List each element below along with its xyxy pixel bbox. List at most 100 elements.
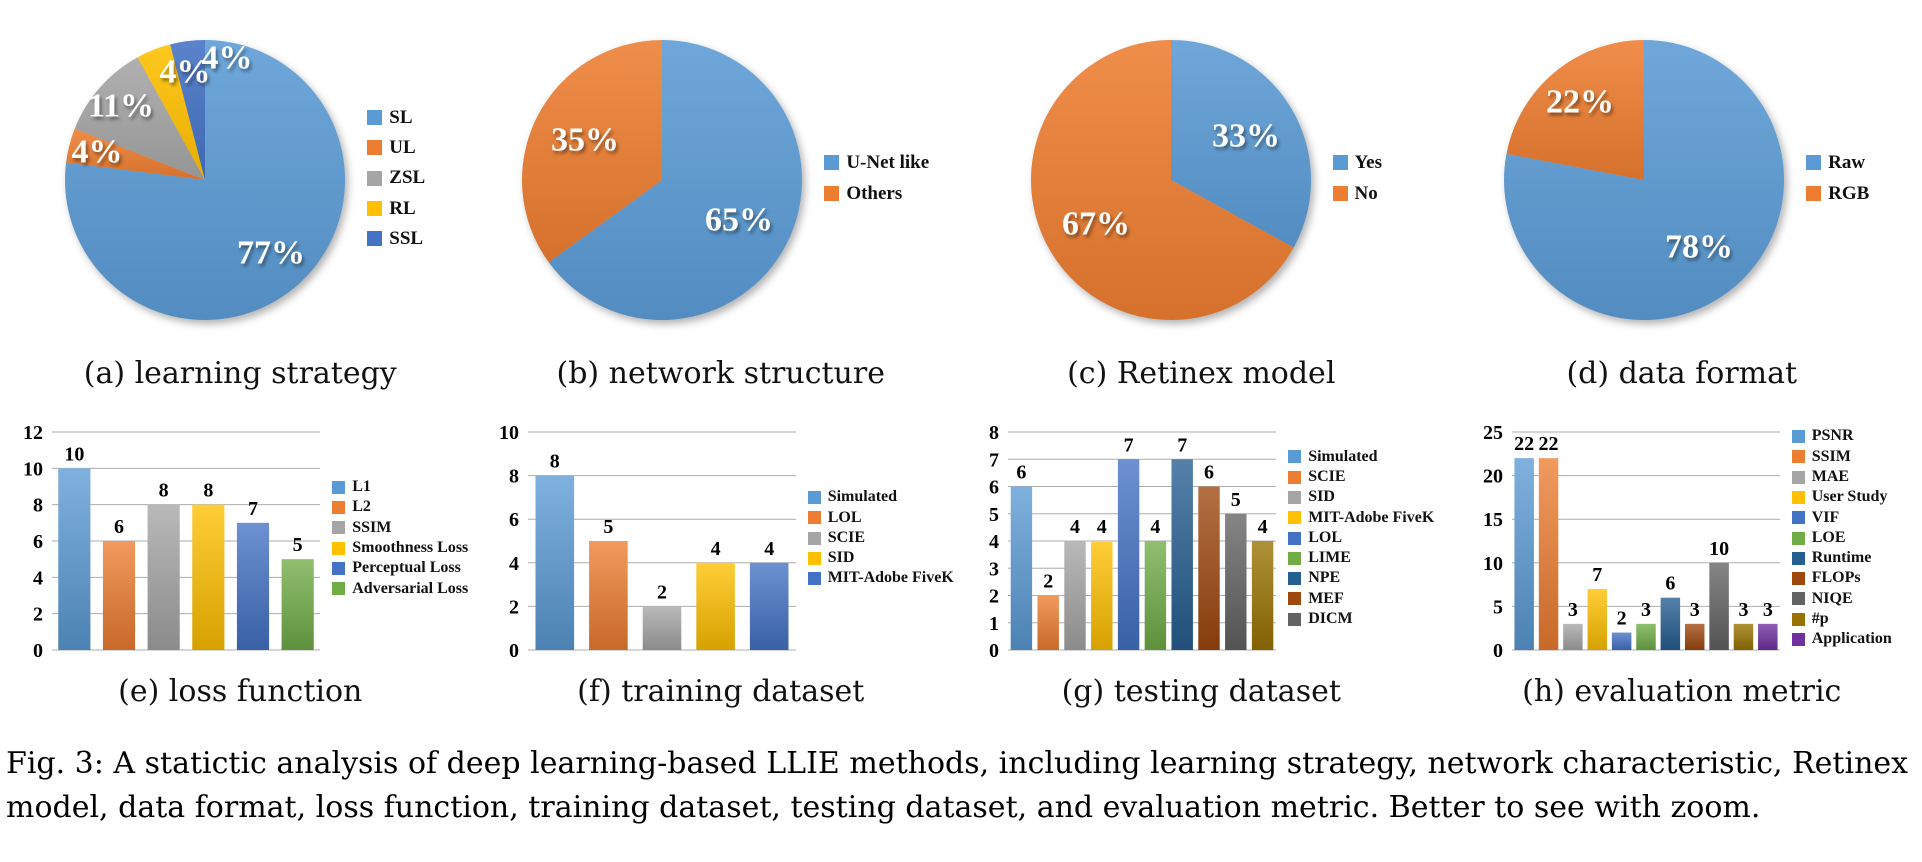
legend-item: NIQE: [1791, 590, 1892, 607]
y-tick-label: 1: [989, 613, 999, 635]
legend-item: SL: [367, 107, 425, 127]
bar: [1118, 459, 1140, 650]
legend-swatch: [1332, 185, 1348, 201]
pie-slice: [170, 40, 206, 180]
pie-slice: [75, 57, 206, 180]
panel-caption: (h) evaluation metric: [1522, 674, 1842, 709]
bar-value-label: 10: [1709, 538, 1729, 560]
legend-label: RL: [389, 197, 416, 219]
panel-network-structure: 65% 35% U-Net like Others (b) network stru…: [481, 0, 962, 400]
legend-item: Simulated: [807, 488, 954, 505]
chart-legend: Simulated LOL SCIE SID MIT-Adobe FiveK: [807, 488, 954, 587]
legend-swatch: [1288, 572, 1302, 586]
pie-chart-network-structure: 65% 35%: [522, 40, 803, 321]
y-tick-label: 5: [989, 504, 999, 526]
pie-slice: [1170, 40, 1311, 248]
legend-swatch: [807, 490, 821, 504]
bar-value-label: 3: [1641, 599, 1651, 621]
legend-swatch: [1288, 511, 1302, 525]
chart-legend: Simulated SCIE SID MIT-Adobe FiveK LOL LIME NP…: [1288, 447, 1434, 628]
legend-label: FLOPs: [1811, 569, 1861, 587]
y-tick-label: 0: [33, 640, 43, 662]
slice-percent-label: 4%: [72, 134, 123, 171]
legend-label: RGB: [1828, 182, 1870, 204]
bar-value-label: 7: [1177, 434, 1187, 456]
legend-swatch: [332, 582, 346, 596]
bar: [1538, 458, 1559, 650]
legend-label: LOL: [1308, 528, 1342, 546]
y-tick-label: 15: [1483, 509, 1503, 531]
bar-value-label: 3: [1763, 599, 1773, 621]
legend-item: SCIE: [1288, 468, 1434, 485]
y-tick-label: 5: [1493, 596, 1503, 618]
slice-percent-label: 77%: [237, 235, 305, 272]
pie-charts-row: 77% 4% 11% 4% 4% SL UL ZSL RL SSL (a) learning s…: [0, 0, 1922, 400]
bar-value-label: 2: [1616, 608, 1626, 630]
y-tick-label: 6: [989, 477, 999, 499]
legend-item: LOL: [807, 509, 954, 526]
legend-item: RL: [367, 197, 425, 219]
bar-value-label: 3: [1689, 599, 1699, 621]
bar-value-label: 7: [1124, 434, 1134, 456]
legend-item: U-Net like: [824, 153, 929, 173]
legend-label: LIME: [1308, 549, 1351, 567]
panel-evaluation-metric: 0 5 10 15 20 25 22 22 3 7 2 3 6 3 10 3 3 PSNR SSIM MAE User…: [1442, 400, 1922, 718]
bar: [1635, 623, 1656, 650]
bar-value-label: 4: [710, 538, 720, 560]
legend-swatch: [332, 541, 346, 555]
legend-swatch: [1791, 612, 1805, 626]
bar-value-label: 6: [1017, 462, 1027, 484]
y-tick-label: 2: [989, 586, 999, 608]
legend-item: #p: [1791, 610, 1892, 627]
legend-label: Smoothness Loss: [352, 539, 469, 556]
legend-item: FLOPs: [1791, 569, 1892, 587]
legend-label: Application: [1811, 630, 1892, 648]
bar: [147, 504, 180, 650]
legend-label: L1: [352, 478, 371, 496]
legend-item: Others: [824, 182, 929, 204]
panel-caption: (b) network structure: [556, 356, 885, 391]
bar: [1091, 541, 1113, 650]
panel-learning-strategy: 77% 4% 11% 4% 4% SL UL ZSL RL SSL (a) learning s…: [0, 0, 481, 400]
legend-swatch: [1332, 155, 1348, 171]
legend-label: SSIM: [352, 518, 392, 536]
chart-area: 0 2 4 6 8 10 12 10 6 8 8 7 5 L1 L2 SSIM Smoothness Loss…: [0, 400, 481, 670]
bar: [103, 541, 136, 650]
bar-value-label: 6: [1665, 573, 1675, 595]
slice-percent-label: 78%: [1665, 229, 1733, 266]
panel-caption: (c) Retinex model: [1067, 356, 1336, 391]
y-tick-label: 4: [509, 553, 519, 575]
pie-slice: [137, 44, 206, 181]
slice-percent-label: 33%: [1212, 118, 1280, 155]
pie-slice: [549, 40, 803, 321]
legend-swatch: [367, 170, 383, 186]
bar: [1611, 632, 1632, 650]
legend-item: MAE: [1791, 468, 1892, 485]
y-tick-label: 2: [509, 596, 519, 618]
y-tick-label: 6: [509, 509, 519, 531]
y-tick-label: 3: [989, 558, 999, 580]
legend-swatch: [367, 140, 383, 156]
legend-swatch: [332, 480, 346, 494]
legend-label: Runtime: [1811, 549, 1872, 567]
legend-label: Others: [846, 182, 903, 204]
legend-swatch: [1288, 612, 1302, 626]
bar-value-label: 4: [1258, 516, 1268, 538]
legend-label: L2: [352, 498, 371, 516]
bar-value-label: 7: [248, 498, 258, 520]
bar: [749, 562, 789, 650]
legend-label: Simulated: [1308, 447, 1378, 465]
slice-percent-label: 65%: [705, 202, 773, 239]
legend-swatch: [824, 155, 840, 171]
y-tick-label: 8: [33, 495, 43, 517]
pie-slice: [65, 40, 346, 320]
legend-item: MEF: [1288, 590, 1434, 607]
bar: [1733, 623, 1753, 650]
bar-value-label: 8: [159, 480, 169, 502]
legend-item: Runtime: [1791, 549, 1892, 567]
chart-area: 0 5 10 15 20 25 22 22 3 7 2 3 6 3 10 3 3 PSNR SSIM MAE User…: [1442, 400, 1922, 670]
bar: [1562, 623, 1583, 650]
